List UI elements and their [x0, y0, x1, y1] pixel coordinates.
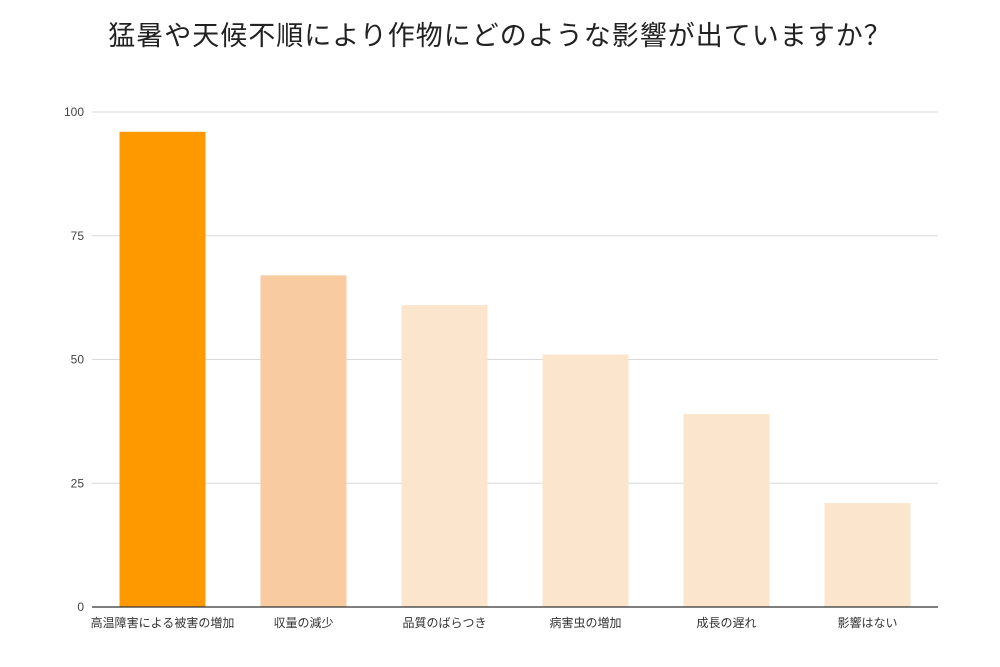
bar-6	[824, 503, 911, 607]
y-tick-label-100: 100	[64, 105, 84, 119]
bar-5	[683, 413, 770, 607]
x-category-label-4: 病害虫の増加	[549, 615, 621, 630]
y-tick-label-0: 0	[77, 600, 84, 614]
bars	[119, 131, 911, 608]
bar-2	[260, 275, 347, 607]
chart-title: 猛暑や天候不順により作物にどのような影響が出ていますか？	[108, 21, 892, 52]
bar-4	[542, 354, 629, 607]
x-category-label-2: 収量の減少	[273, 615, 333, 630]
y-tick-label-50: 50	[71, 353, 85, 367]
labels: 0 25 50 75 100 高温障害による被害の増加 収量の減少 品質のばらつき 病害虫の増加…	[64, 105, 898, 630]
y-tick-label-25: 25	[71, 476, 85, 490]
x-category-label-6: 影響はない	[837, 615, 897, 630]
y-tick-label-75: 75	[71, 229, 85, 243]
x-category-label-5: 成長の遅れ	[696, 616, 756, 630]
bar-1	[119, 131, 206, 608]
bar-3	[401, 305, 488, 607]
gridlines	[92, 111, 938, 484]
x-category-label-3: 品質のばらつき	[402, 615, 486, 630]
x-category-label-1: 高温障害による被害の増加	[91, 615, 235, 630]
